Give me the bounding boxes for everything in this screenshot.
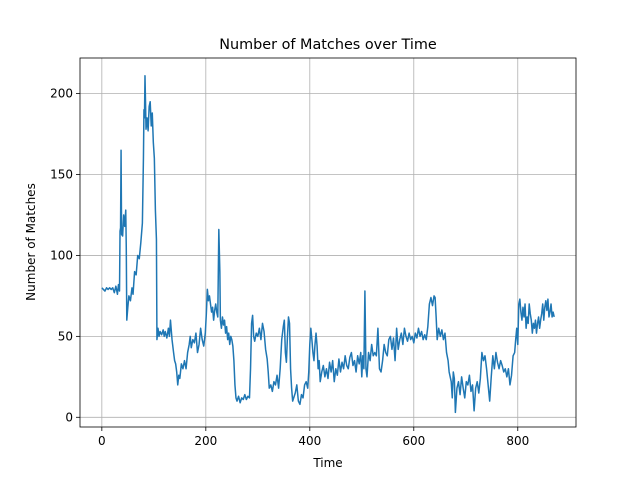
y-tick-label: 100	[50, 248, 73, 262]
y-tick-label: 50	[58, 329, 73, 343]
plot-frame	[79, 57, 577, 428]
grid-lines	[80, 58, 576, 427]
x-axis-label: Time	[312, 456, 342, 470]
x-axis-ticks: 0 200 400 600 800	[98, 427, 529, 448]
y-axis-label: Number of Matches	[24, 183, 38, 301]
y-tick-label: 0	[65, 410, 73, 424]
series-group	[101, 75, 555, 414]
y-tick-label: 200	[50, 87, 73, 101]
x-tick-label: 600	[402, 434, 425, 448]
x-tick-label: 0	[98, 434, 106, 448]
x-tick-label: 200	[194, 434, 217, 448]
x-tick-label: 800	[506, 434, 529, 448]
x-tick-label: 400	[298, 434, 321, 448]
chart-title: Number of Matches over Time	[219, 37, 437, 53]
y-tick-label: 150	[50, 168, 73, 182]
y-axis-ticks: 0 50 100 150 200	[50, 87, 80, 424]
series-line	[101, 75, 555, 414]
